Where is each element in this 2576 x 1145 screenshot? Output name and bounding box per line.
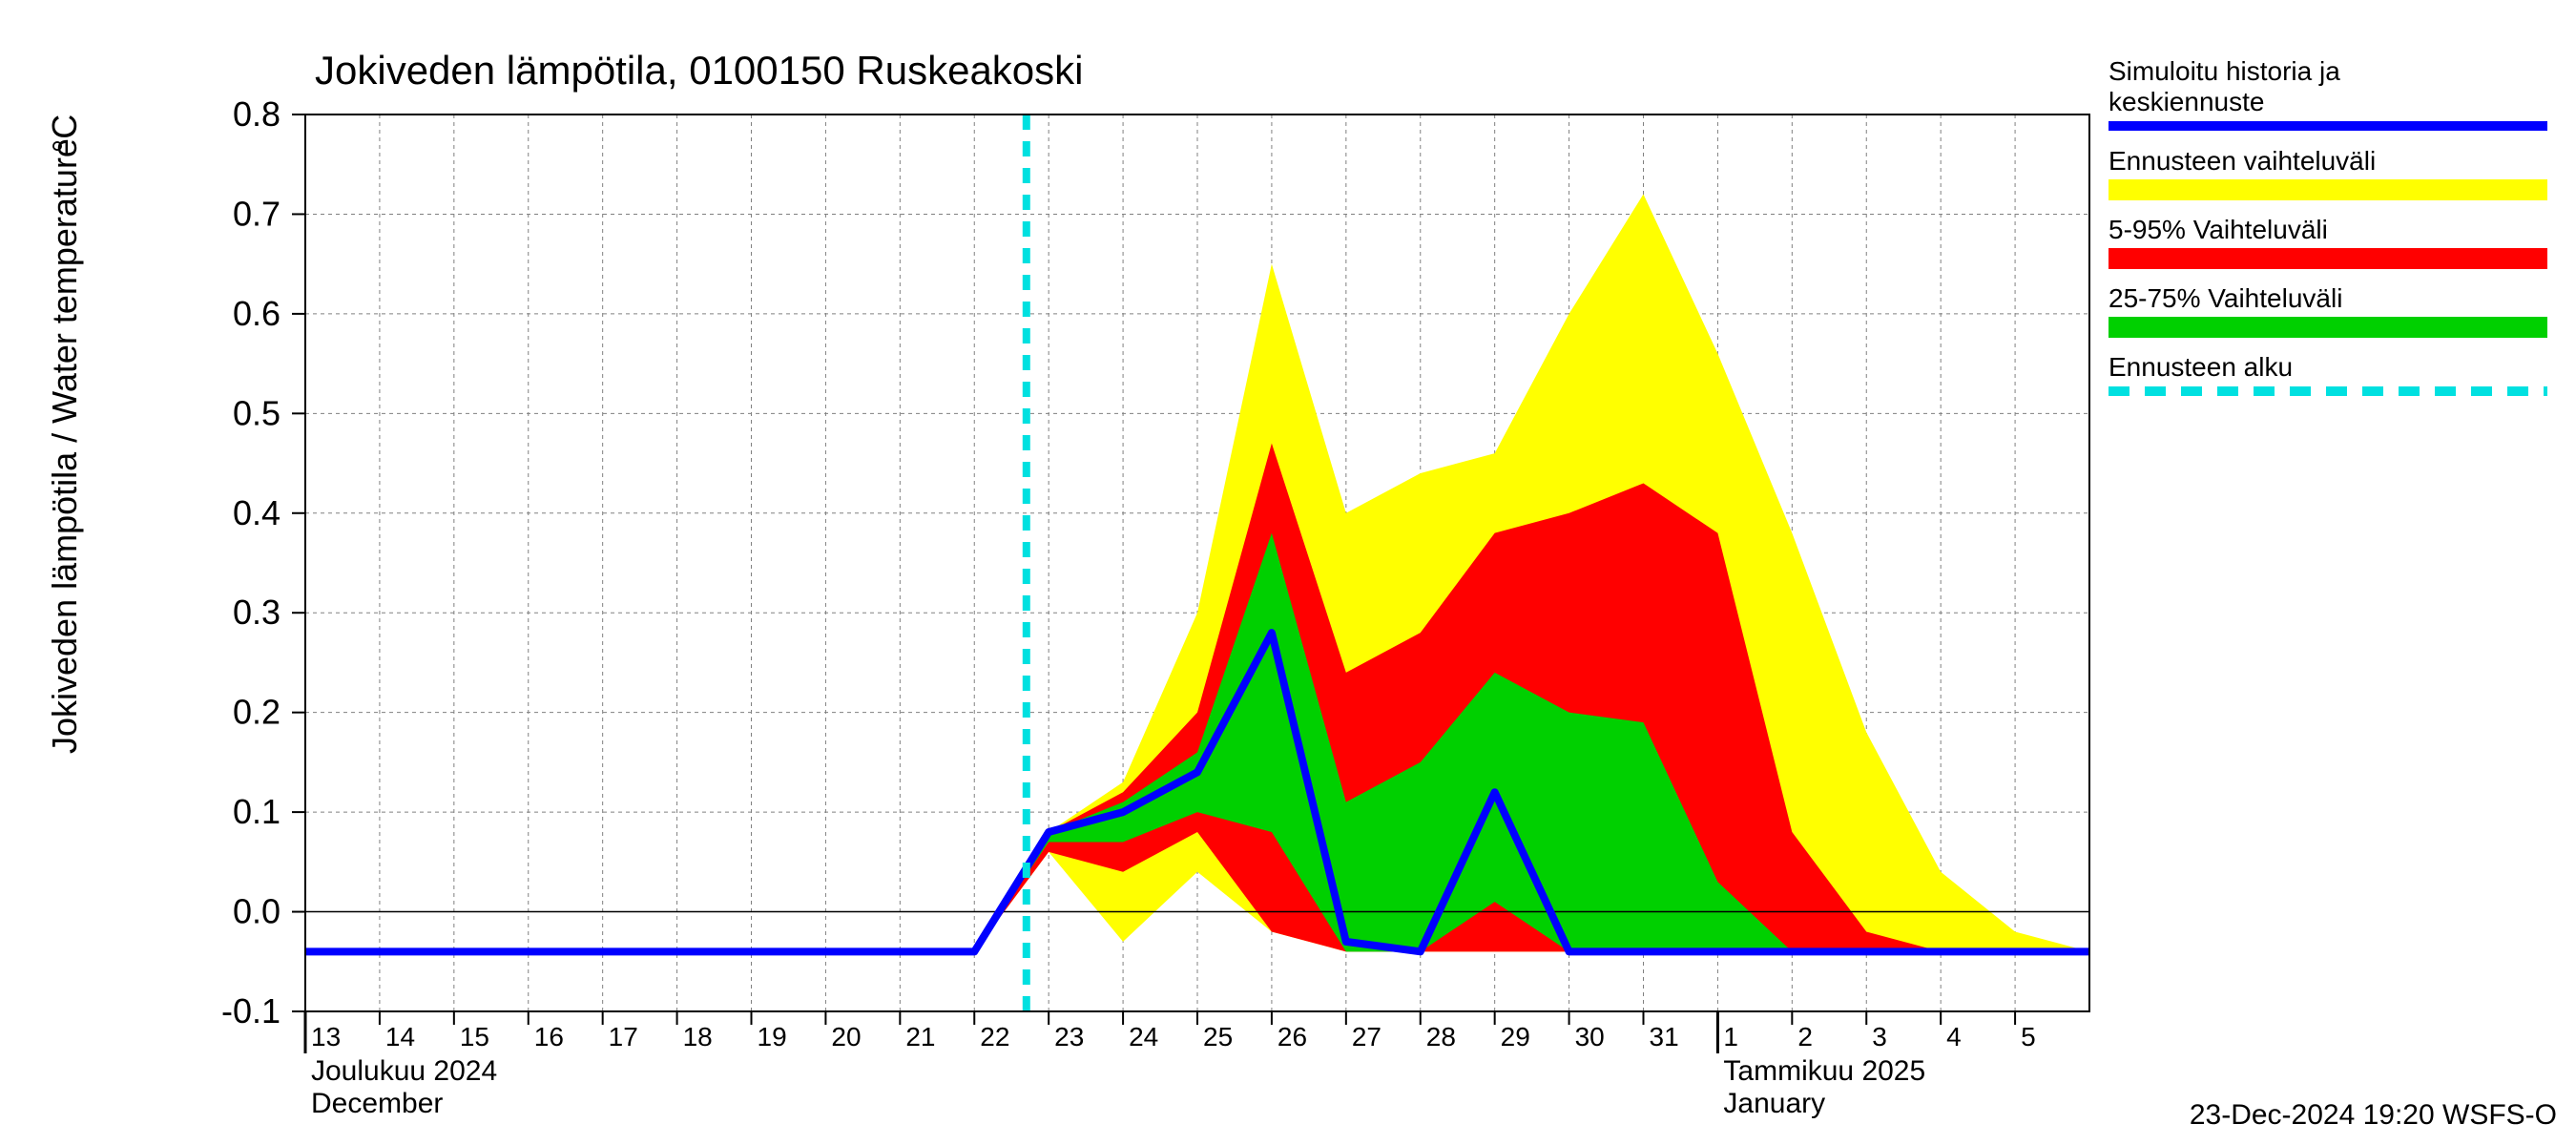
x-tick-label: 13 — [311, 1022, 341, 1051]
y-tick-label: 0.0 — [233, 892, 280, 931]
legend-label: Ennusteen alku — [2109, 352, 2293, 382]
month-label-en: December — [311, 1088, 443, 1119]
legend-swatch-band — [2109, 248, 2547, 269]
x-tick-label: 29 — [1501, 1022, 1530, 1051]
x-tick-label: 5 — [2021, 1022, 2036, 1051]
legend-label: Ennusteen vaihteluväli — [2109, 146, 2376, 176]
water-temperature-chart: -0.10.00.10.20.30.40.50.60.70.8131415161… — [0, 0, 2576, 1145]
x-tick-label: 27 — [1352, 1022, 1381, 1051]
x-tick-label: 17 — [609, 1022, 638, 1051]
x-tick-label: 3 — [1872, 1022, 1887, 1051]
x-tick-label: 25 — [1203, 1022, 1233, 1051]
x-tick-label: 26 — [1278, 1022, 1307, 1051]
y-tick-label: 0.5 — [233, 393, 280, 432]
x-tick-label: 4 — [1946, 1022, 1962, 1051]
x-tick-label: 21 — [905, 1022, 935, 1051]
x-tick-label: 30 — [1575, 1022, 1605, 1051]
x-tick-label: 24 — [1129, 1022, 1158, 1051]
y-tick-label: 0.7 — [233, 194, 280, 233]
x-tick-label: 2 — [1797, 1022, 1813, 1051]
legend-label: 5-95% Vaihteluväli — [2109, 215, 2328, 244]
chart-title: Jokiveden lämpötila, 0100150 Ruskeakoski — [315, 48, 1084, 93]
y-tick-label: 0.2 — [233, 693, 280, 732]
x-tick-label: 15 — [460, 1022, 489, 1051]
y-tick-label: -0.1 — [221, 991, 280, 1030]
legend-swatch-band — [2109, 179, 2547, 200]
x-tick-label: 18 — [683, 1022, 713, 1051]
y-axis-unit: °C — [45, 114, 84, 153]
x-tick-label: 31 — [1650, 1022, 1679, 1051]
x-tick-label: 14 — [385, 1022, 415, 1051]
legend-label: Simuloitu historia ja — [2109, 56, 2340, 86]
legend-label: 25-75% Vaihteluväli — [2109, 283, 2342, 313]
x-tick-label: 1 — [1723, 1022, 1738, 1051]
month-label-fi: Joulukuu 2024 — [311, 1055, 497, 1087]
x-tick-label: 22 — [980, 1022, 1009, 1051]
legend-label: keskiennuste — [2109, 87, 2264, 116]
y-axis-label: Jokiveden lämpötila / Water temperature — [45, 138, 84, 754]
x-tick-label: 16 — [534, 1022, 564, 1051]
y-tick-label: 0.4 — [233, 493, 280, 532]
y-tick-label: 0.1 — [233, 792, 280, 831]
x-tick-label: 19 — [758, 1022, 787, 1051]
timestamp-label: 23-Dec-2024 19:20 WSFS-O — [2190, 1099, 2557, 1131]
y-tick-label: 0.6 — [233, 294, 280, 333]
x-tick-label: 28 — [1426, 1022, 1456, 1051]
month2-label-fi: Tammikuu 2025 — [1723, 1055, 1925, 1087]
x-tick-label: 23 — [1054, 1022, 1084, 1051]
y-tick-label: 0.8 — [233, 94, 280, 134]
month2-label-en: January — [1723, 1088, 1825, 1119]
x-tick-label: 20 — [831, 1022, 861, 1051]
legend-swatch-band — [2109, 317, 2547, 338]
y-tick-label: 0.3 — [233, 593, 280, 632]
